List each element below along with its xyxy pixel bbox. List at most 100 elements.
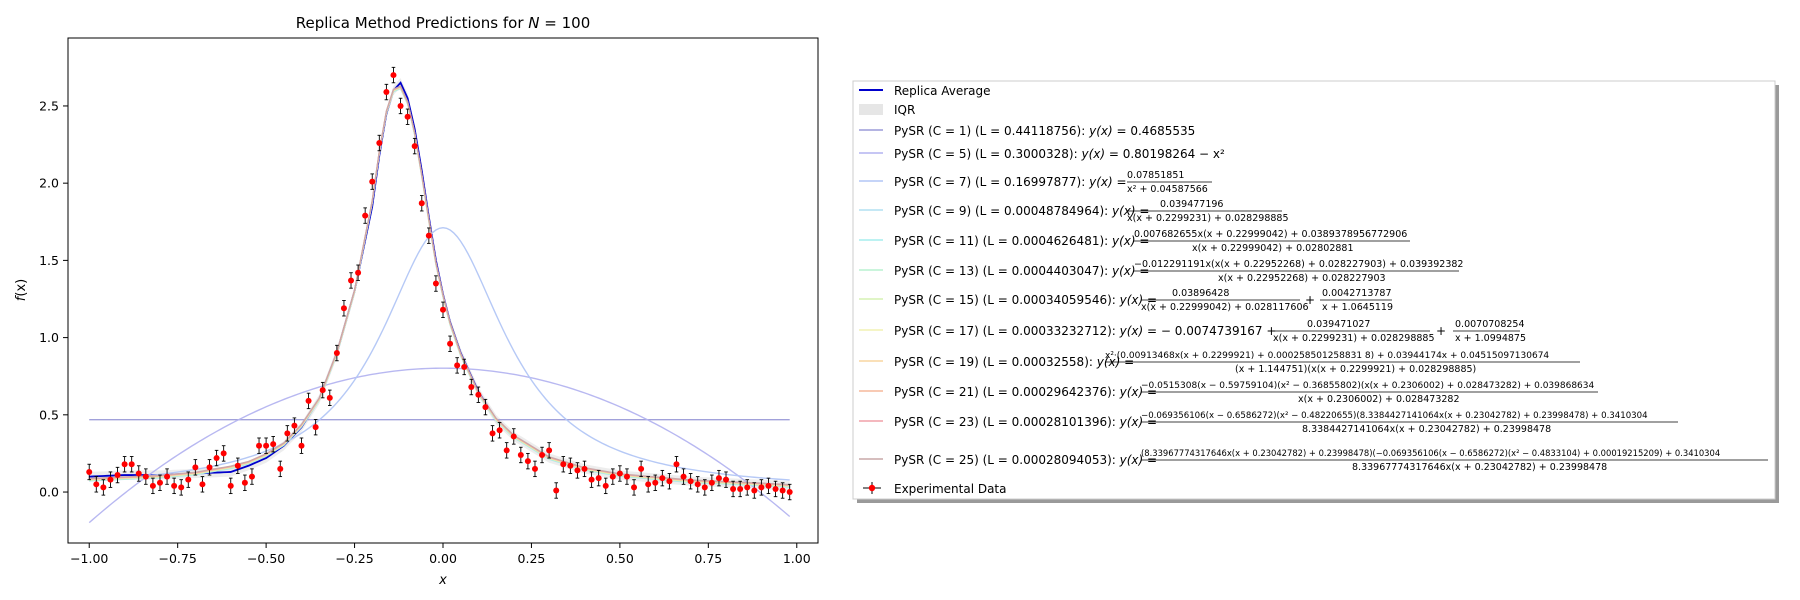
replica-average-line [89, 81, 790, 487]
data-marker [149, 482, 156, 489]
data-marker [708, 479, 715, 486]
series-layer [88, 78, 791, 524]
data-point [758, 479, 765, 496]
pysr-curve-c9 [89, 87, 790, 488]
data-point [602, 477, 609, 495]
data-point [263, 437, 270, 454]
data-point [524, 452, 531, 470]
data-point [645, 476, 652, 493]
legend-frac-c11-den: x(x + 0.22999042) + 0.02802881 [1192, 243, 1354, 254]
data-point [312, 419, 319, 436]
data-point [432, 275, 439, 292]
data-marker [588, 476, 595, 483]
data-marker [510, 433, 517, 440]
data-point [546, 442, 553, 459]
y-tick-label: 2.0 [39, 176, 59, 191]
data-marker [404, 113, 411, 120]
iqr-band [89, 78, 790, 491]
data-point [425, 227, 432, 244]
data-point [730, 480, 737, 498]
data-marker [786, 489, 793, 496]
legend-label-pysr-c11: PySR (C = 11) (L = 0.0004626481): y(x) = [894, 234, 1149, 248]
data-marker [171, 482, 178, 489]
data-point [638, 460, 645, 478]
legend-label-pysr-c1: PySR (C = 1) (L = 0.44118756): y(x) = 0.… [894, 124, 1195, 138]
data-point [723, 471, 730, 488]
data-marker [574, 467, 581, 474]
data-marker [447, 340, 454, 347]
data-point [708, 474, 715, 491]
legend-frac-c17-den-b: x + 1.0994875 [1455, 333, 1526, 344]
legend-frac-c19-den: (x + 1.144751)(x(x + 0.2299921) + 0.0282… [1235, 364, 1476, 375]
data-point [468, 378, 475, 396]
data-marker [567, 462, 574, 469]
data-point [461, 358, 468, 376]
data-marker [454, 362, 461, 369]
data-marker [475, 391, 482, 398]
legend-frac-c9-num: 0.039477196 [1160, 199, 1223, 210]
data-marker [411, 143, 418, 150]
data-point [333, 344, 340, 362]
legend-label-pysr-c25: PySR (C = 25) (L = 0.00028094053): y(x) … [894, 453, 1157, 467]
data-marker [425, 232, 432, 239]
data-point [206, 459, 213, 476]
legend-label-pysr-c9: PySR (C = 9) (L = 0.00048784964): y(x) = [894, 204, 1149, 218]
data-point [531, 460, 538, 478]
data-point [234, 457, 241, 474]
x-axis: −1.00 −0.75 −0.50 −0.25 0.00 0.25 0.50 0.75 1.00 [70, 543, 811, 566]
data-point [135, 465, 142, 482]
data-point [149, 477, 156, 495]
data-point [277, 460, 284, 478]
legend-frac-c21-num: −0.0515308(x − 0.59759104)(x² − 0.368558… [1141, 381, 1595, 391]
data-point [539, 446, 546, 464]
data-marker [645, 481, 652, 488]
data-point [737, 480, 744, 498]
legend-label-iqr: IQR [894, 103, 915, 117]
legend-label-pysr-c15: PySR (C = 15) (L = 0.00034059546): y(x) … [894, 293, 1157, 307]
data-marker [156, 479, 163, 486]
data-marker [383, 89, 390, 96]
pysr-curve-c17 [89, 86, 790, 487]
data-point [482, 398, 489, 416]
data-point [100, 479, 107, 496]
data-marker [616, 470, 623, 477]
data-point [666, 473, 673, 490]
data-point [383, 83, 390, 101]
legend: Replica Average IQR PySR (C = 1) (L = 0.… [852, 80, 1779, 503]
data-point [340, 300, 347, 317]
data-marker [531, 465, 538, 472]
y-tick-label: 2.5 [39, 98, 59, 113]
data-point [454, 357, 461, 374]
data-marker [779, 487, 786, 494]
data-point [178, 479, 185, 496]
legend-frac-c19-num: x²·(0.00913468x(x + 0.2299921) + 0.00025… [1105, 351, 1549, 361]
y-tick-label: 0.5 [39, 407, 59, 422]
data-marker [496, 427, 503, 434]
data-marker [362, 212, 369, 219]
data-marker [86, 468, 93, 475]
data-marker [298, 442, 305, 449]
data-marker [581, 465, 588, 472]
data-marker [517, 451, 524, 458]
data-marker [369, 178, 376, 185]
data-point [510, 428, 517, 445]
legend-frac-c25-den: 8.33967774317646x(x + 0.23042782) + 0.23… [1352, 462, 1607, 473]
data-marker [418, 200, 425, 207]
data-marker [468, 384, 475, 391]
data-marker [277, 465, 284, 472]
data-marker [284, 430, 291, 437]
data-marker [270, 441, 277, 448]
data-marker [107, 476, 114, 483]
data-marker [638, 465, 645, 472]
legend-frac-c11-num: 0.007682655x(x + 0.22999042) + 0.0389378… [1134, 229, 1407, 240]
data-point [440, 301, 446, 318]
data-point [376, 134, 383, 152]
data-point [248, 468, 255, 485]
data-point [298, 437, 305, 454]
data-marker [482, 404, 489, 411]
data-marker [546, 447, 553, 454]
data-marker [199, 481, 206, 488]
data-marker [256, 442, 263, 449]
data-marker [376, 140, 383, 147]
